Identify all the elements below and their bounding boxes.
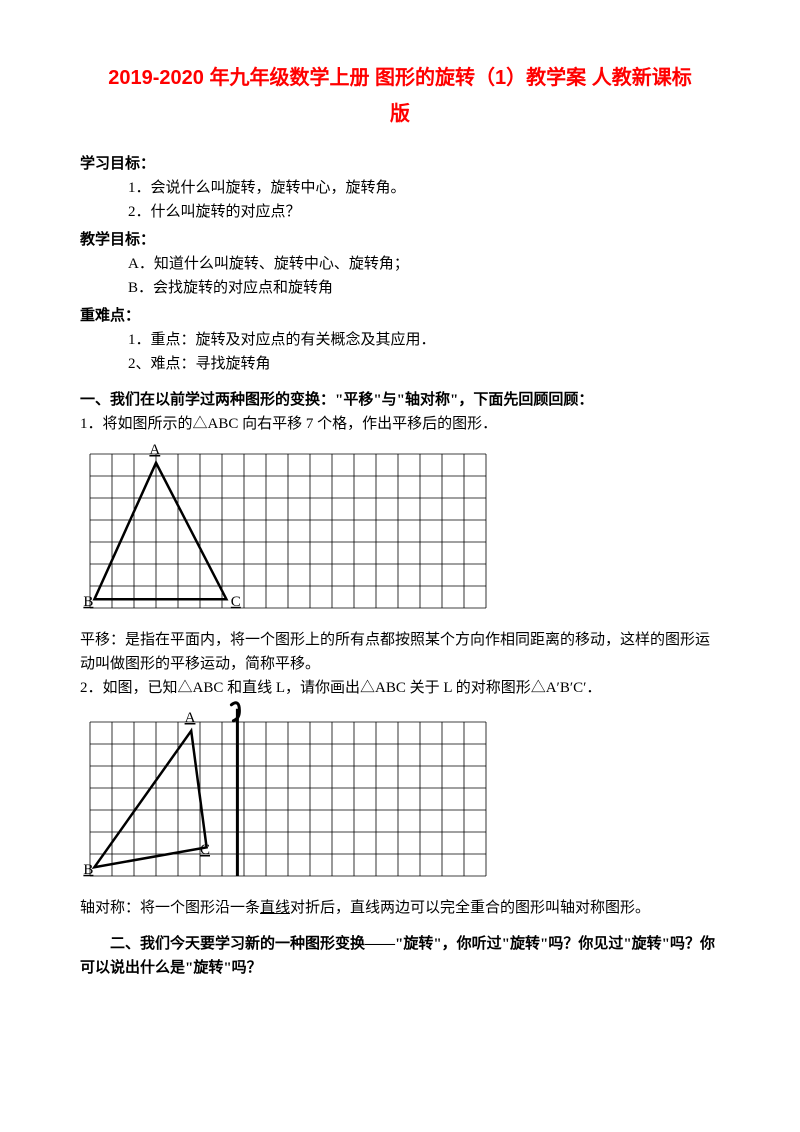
- reflection-def-underlined: 直线: [260, 900, 290, 916]
- svg-text:C: C: [200, 842, 210, 858]
- figure-1-svg: A B C: [80, 442, 490, 626]
- key-item-1: 1．重点：旋转及对应点的有关概念及其应用．: [80, 328, 720, 352]
- section-2-heading: 二、我们今天要学习新的一种图形变换——"旋转"，你听过"旋转"吗？你见过"旋转"…: [80, 932, 720, 980]
- title-line-2: 版: [390, 103, 410, 125]
- teach-item-2: B．会找旋转的对应点和旋转角: [80, 276, 720, 300]
- key-diff-heading: 重难点：: [80, 304, 720, 328]
- reflection-def-prefix: 轴对称：将一个图形沿一条: [80, 900, 260, 916]
- section-1-q1: 1．将如图所示的△ABC 向右平移 7 个格，作出平移后的图形．: [80, 412, 720, 436]
- study-item-2: 2．什么叫旋转的对应点？: [80, 200, 720, 224]
- study-goal-heading: 学习目标：: [80, 152, 720, 176]
- study-item-1: 1．会说什么叫旋转，旋转中心，旋转角。: [80, 176, 720, 200]
- section-1-q2: 2．如图，已知△ABC 和直线 L，请你画出△ABC 关于 L 的对称图形△A′…: [80, 676, 720, 700]
- svg-text:A: A: [185, 710, 196, 726]
- figure-2-svg: A B C: [80, 706, 490, 894]
- svg-text:C: C: [231, 594, 241, 610]
- teach-goal-heading: 教学目标：: [80, 228, 720, 252]
- section-1-heading: 一、我们在以前学过两种图形的变换："平移"与"轴对称"，下面先回顾回顾：: [80, 388, 720, 412]
- translation-definition: 平移：是指在平面内，将一个图形上的所有点都按照某个方向作相同距离的移动，这样的图…: [80, 628, 720, 676]
- document-title: 2019-2020 年九年级数学上册 图形的旋转（1）教学案 人教新课标 版: [80, 60, 720, 132]
- figure-2: A B C: [80, 706, 720, 894]
- title-line-1: 2019-2020 年九年级数学上册 图形的旋转（1）教学案 人教新课标: [108, 67, 691, 89]
- key-item-2: 2、难点：寻找旋转角: [80, 352, 720, 376]
- svg-text:B: B: [83, 862, 93, 878]
- reflection-def-suffix: 对折后，直线两边可以完全重合的图形叫轴对称图形。: [290, 900, 650, 916]
- reflection-definition: 轴对称：将一个图形沿一条直线对折后，直线两边可以完全重合的图形叫轴对称图形。: [80, 896, 720, 920]
- svg-text:B: B: [83, 594, 93, 610]
- svg-text:A: A: [149, 442, 160, 458]
- figure-1: A B C: [80, 442, 720, 626]
- teach-item-1: A．知道什么叫旋转、旋转中心、旋转角；: [80, 252, 720, 276]
